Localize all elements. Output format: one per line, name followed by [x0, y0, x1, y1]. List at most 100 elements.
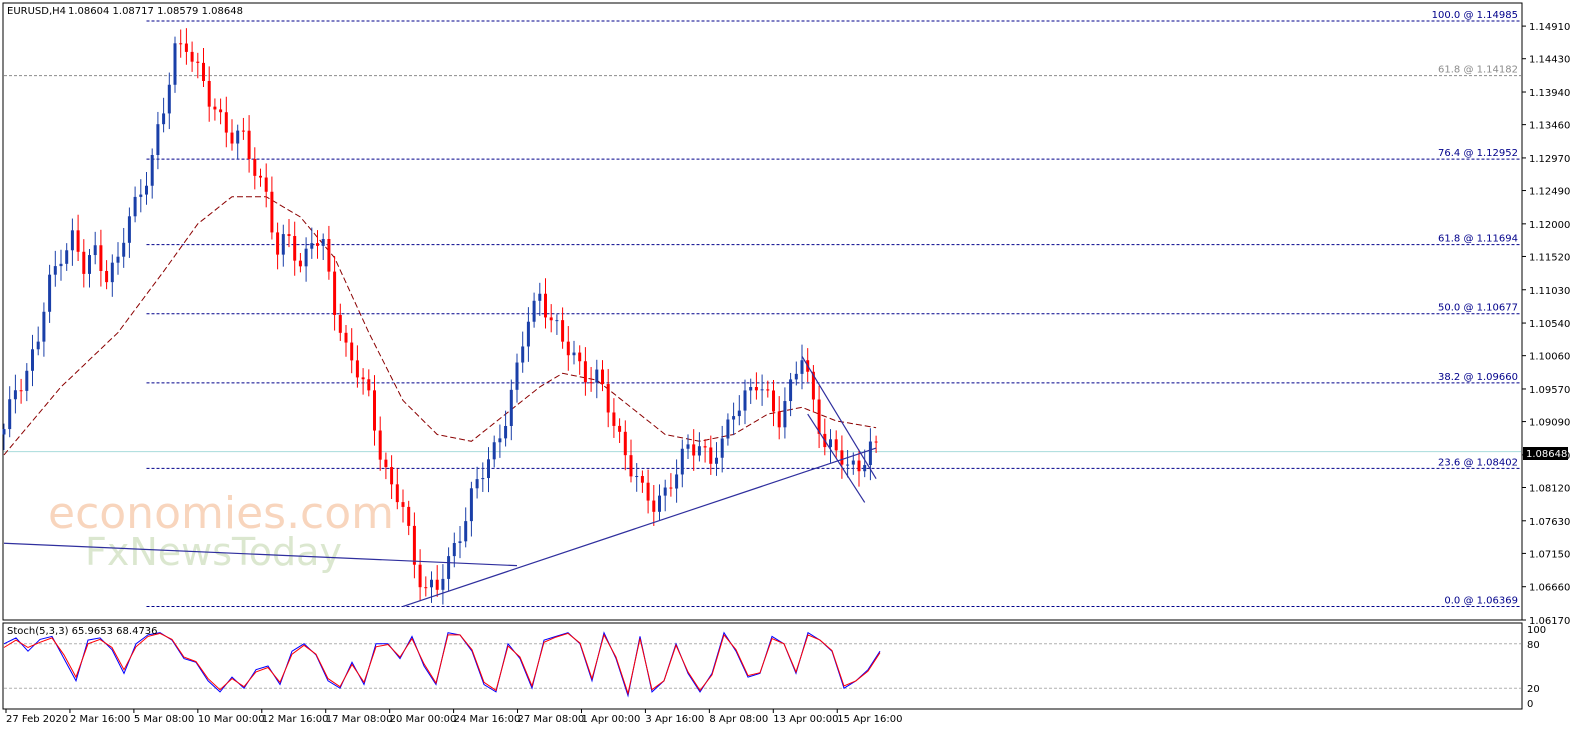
candle-body [601, 369, 604, 385]
candle-body [561, 320, 565, 342]
candle-body [401, 502, 405, 507]
price-tick-label: 1.13460 [1529, 121, 1570, 132]
candle-body [304, 248, 308, 267]
candle-body [48, 274, 52, 312]
candle-body [293, 236, 297, 261]
candle-body [390, 467, 394, 485]
price-tick-label: 1.06170 [1529, 616, 1570, 627]
candle-body [25, 370, 29, 391]
candle-body [2, 429, 6, 435]
candle-body [213, 106, 217, 110]
candle-body [692, 444, 696, 456]
candle-body [190, 51, 194, 62]
candle-body [355, 360, 359, 378]
candle-body [794, 373, 798, 380]
candle-body [703, 446, 707, 448]
candle-body [173, 43, 177, 85]
candle-body [430, 579, 433, 588]
current-price-tag: 1.08648 [1526, 449, 1567, 460]
trendline [801, 356, 877, 479]
fib-level-label: 100.0 @ 1.14985 [1432, 10, 1518, 21]
candle-body [475, 479, 479, 489]
price-tick-label: 1.10540 [1529, 319, 1570, 330]
candle-body [817, 399, 821, 434]
time-tick-label: 15 Apr 16:00 [837, 714, 902, 725]
candle-body [13, 390, 17, 400]
price-tick-label: 1.12970 [1529, 154, 1570, 165]
candle-body [59, 263, 63, 267]
candle-body [583, 361, 587, 383]
candle-body [53, 266, 57, 275]
candle-body [452, 543, 456, 557]
candle-body [19, 390, 23, 392]
candle-body [350, 342, 354, 361]
candle-body [179, 43, 183, 45]
candle-body [464, 521, 468, 542]
candle-body [629, 455, 633, 477]
candle-body [646, 482, 650, 501]
candle-body [487, 459, 490, 479]
candle-body [652, 500, 656, 512]
fib-level-label: 23.6 @ 1.08402 [1438, 457, 1518, 468]
candle-body [675, 474, 679, 489]
candle-body [162, 113, 166, 125]
candle-body [93, 245, 97, 256]
candle-body [754, 387, 758, 391]
candle-body [726, 419, 730, 439]
candle-body [31, 349, 34, 371]
candle-body [264, 177, 268, 192]
fib-level-label: 0.0 @ 1.06369 [1444, 595, 1518, 606]
time-tick-label: 27 Mar 08:00 [518, 714, 585, 725]
candle-body [589, 382, 593, 384]
trendline [402, 447, 877, 607]
candle-body [435, 579, 439, 590]
candle-body [127, 216, 131, 243]
candle-body [196, 61, 200, 63]
candle-body [498, 438, 502, 443]
fib-level-label: 61.8 @ 1.11694 [1438, 234, 1518, 245]
stoch-signal-line [3, 632, 881, 696]
candle-body [207, 80, 211, 107]
candle-body [150, 155, 154, 186]
candle-body [481, 478, 485, 480]
candle-body [110, 262, 114, 283]
candle-body [8, 399, 12, 430]
candle-body [680, 448, 684, 475]
candle-body [469, 488, 473, 522]
fibonacci-levels: 100.0 @ 1.14985 61.8 @ 1.14182 76.4 @ 1.12… [4, 10, 1521, 607]
price-tick-label: 1.13940 [1529, 88, 1570, 99]
candle-body [236, 130, 240, 144]
price-tick-label: 1.07150 [1529, 549, 1570, 560]
candle-body [834, 439, 838, 451]
current-price-tag-bg [1523, 447, 1568, 460]
candle-body [361, 377, 365, 380]
candle-body [276, 232, 280, 255]
candle-body [447, 556, 451, 579]
main-price-panel [2, 2, 1523, 621]
candle-body [458, 541, 462, 544]
candle-body [811, 371, 815, 400]
candle-body [709, 447, 713, 464]
candle-body [167, 84, 171, 114]
price-tick-label: 1.14430 [1529, 55, 1570, 66]
price-tick-label: 1.09570 [1529, 385, 1570, 396]
time-axis: 27 Feb 2020 2 Mar 16:00 5 Mar 08:00 10 Mar … [5, 709, 902, 725]
candle-body [663, 487, 667, 496]
time-tick-label: 3 Apr 16:00 [645, 714, 704, 725]
candle-body [697, 446, 701, 456]
candle-body [544, 293, 547, 318]
candle-body [333, 271, 337, 315]
price-tick-label: 1.11030 [1529, 286, 1570, 297]
candle-body [669, 487, 673, 489]
stochastic-axis: 100 80 20 0 [1527, 625, 1546, 710]
candle-body [424, 587, 428, 589]
candle-body [851, 460, 855, 465]
candle-body [612, 412, 616, 426]
candle-body [441, 578, 445, 590]
time-tick-label: 8 Apr 08:00 [709, 714, 768, 725]
candle-body [133, 196, 137, 217]
price-tick-label: 1.12490 [1529, 187, 1570, 198]
candle-body [868, 441, 872, 466]
stochastic-group [3, 631, 1521, 698]
